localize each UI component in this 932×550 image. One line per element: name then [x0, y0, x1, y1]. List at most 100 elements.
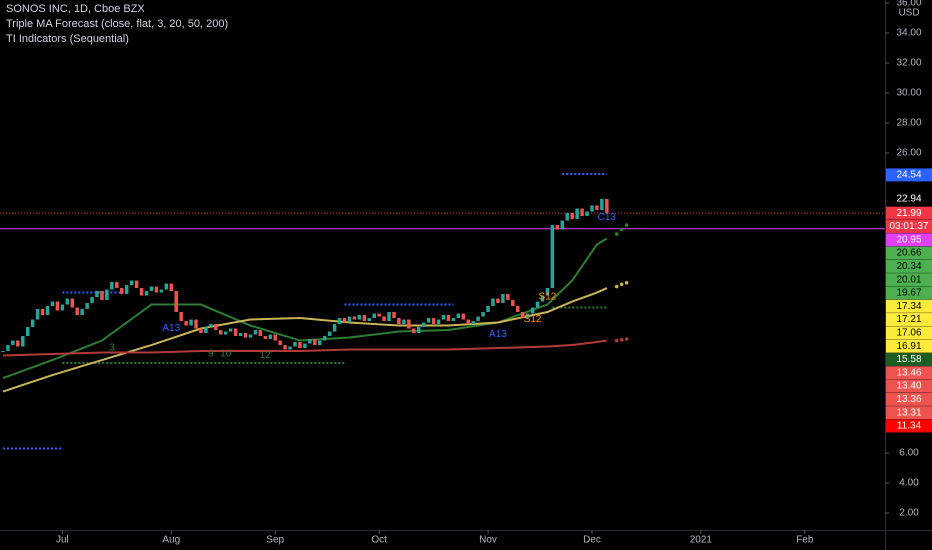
candle [417, 327, 421, 334]
candle [397, 318, 401, 325]
forecast-dot [624, 280, 629, 285]
candle [144, 291, 149, 296]
candle [402, 319, 406, 325]
candle [511, 300, 515, 307]
candle [268, 334, 272, 340]
sequential-label: 9 [208, 349, 214, 360]
candle [367, 318, 371, 322]
candle [288, 346, 292, 350]
candle [214, 324, 218, 331]
price-label: 20.66 [896, 248, 921, 259]
candle [298, 342, 302, 349]
candle [421, 322, 426, 328]
sequential-label: A13 [489, 329, 507, 340]
forecast-dot [619, 337, 624, 342]
price-label-box [886, 326, 932, 340]
price-label-box [886, 259, 932, 273]
price-label-box [886, 406, 932, 420]
candle [179, 312, 183, 322]
price-label-box [886, 313, 932, 327]
candle [129, 280, 134, 286]
forecast-dot [624, 223, 629, 227]
candle [184, 321, 188, 326]
candle [248, 334, 253, 338]
price-label: 13.31 [896, 407, 921, 418]
sequential-label: S12 [539, 292, 557, 303]
candle [11, 340, 15, 346]
candle [219, 330, 223, 335]
x-tick-label: 2021 [690, 535, 713, 546]
price-label: 17.34 [896, 301, 921, 312]
candle [199, 328, 203, 334]
candle [40, 309, 45, 316]
candle [85, 303, 89, 310]
candle [550, 225, 555, 289]
candle [120, 288, 124, 295]
sequential-label: S12 [524, 314, 542, 325]
candle [322, 336, 327, 341]
candle [105, 289, 109, 301]
forecast-dot [614, 284, 619, 289]
price-label-box [886, 233, 932, 247]
candle [357, 315, 362, 320]
candle [30, 319, 35, 328]
candle [506, 294, 510, 301]
x-tick-label: Dec [583, 535, 601, 546]
candle [352, 316, 357, 320]
candle [332, 324, 337, 332]
candle [243, 333, 248, 338]
candle [283, 345, 287, 350]
x-tick-label: Aug [162, 535, 180, 546]
price-label-box [886, 192, 932, 206]
candle [501, 294, 505, 304]
candle [1, 351, 5, 353]
sequential-label: 3 [109, 343, 115, 354]
candle [456, 313, 461, 319]
price-label: 15.58 [896, 354, 921, 365]
price-label: 17.21 [896, 314, 921, 325]
y-tick-label: 32.00 [896, 58, 921, 69]
candle [60, 304, 65, 311]
price-label: 20.95 [896, 234, 921, 245]
x-tick-label: Oct [371, 535, 387, 546]
price-label-box [886, 273, 932, 287]
candle [21, 336, 25, 347]
price-label: 19.67 [896, 288, 921, 299]
candle [35, 309, 40, 320]
candle [392, 312, 396, 319]
x-tick-label: Nov [479, 535, 497, 546]
sequential-label: 10 [220, 349, 232, 360]
candle [362, 315, 367, 322]
price-label-box [886, 352, 932, 366]
candle [545, 288, 550, 296]
y-tick-label: 26.00 [896, 148, 921, 159]
candle [342, 318, 347, 323]
candle [580, 208, 584, 217]
price-label: 13.40 [896, 381, 921, 392]
price-label: 22.94 [896, 194, 921, 205]
moving-average [2, 237, 608, 379]
candle [466, 319, 470, 325]
candle [382, 316, 386, 322]
price-label: 03:01:37 [890, 221, 929, 232]
price-label-box [886, 246, 932, 260]
sequential-label: 12 [260, 350, 272, 361]
candle [491, 298, 495, 307]
candle [535, 301, 540, 308]
candle [486, 306, 490, 313]
candle [70, 298, 74, 308]
y-tick-label: 36.00 [896, 0, 921, 9]
candle [110, 282, 114, 290]
candle [372, 313, 376, 319]
candle [337, 318, 342, 325]
price-label: 20.34 [896, 261, 921, 272]
candle [451, 318, 456, 322]
candle [149, 286, 154, 292]
candle [590, 205, 594, 212]
sequential-label: C13 [598, 212, 617, 223]
forecast-dot [614, 338, 619, 343]
candle [555, 225, 560, 230]
candle [481, 312, 485, 317]
